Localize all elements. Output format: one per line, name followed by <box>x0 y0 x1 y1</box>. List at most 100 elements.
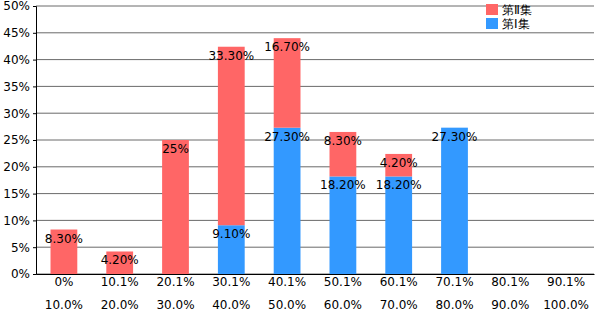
data-labels: 9.10%27.30%18.20%18.20%27.30%8.30%4.20%2… <box>45 40 478 267</box>
data-label: 18.20% <box>376 178 422 192</box>
grid-line <box>36 86 594 87</box>
x-tick-label-line: 10.0% <box>45 298 83 312</box>
data-label: 4.20% <box>380 156 418 170</box>
x-tick-label-line: 40.0% <box>212 298 250 312</box>
x-tick-label: 30.1% 40.0% <box>212 275 250 312</box>
y-axis: 0% 5% 10% 15% 20% 25% 30% 35% 40% 45% 50% <box>3 0 36 281</box>
y-tick-mark <box>33 274 36 275</box>
x-tick: 20.1% 30.0% <box>156 274 194 312</box>
grid-line <box>36 166 594 167</box>
bar <box>553 274 580 275</box>
y-tick-mark <box>33 220 36 221</box>
x-tick-label-line: 70.1% <box>435 275 473 289</box>
legend-item: 第Ⅱ集 <box>486 3 532 17</box>
x-tick: 80.1%90.0% <box>491 274 529 312</box>
data-label: 33.30% <box>208 49 254 63</box>
y-tick-mark <box>33 60 36 61</box>
x-tick-label-line: 20.0% <box>101 298 139 312</box>
y-tick-label: 25% <box>3 133 30 147</box>
y-tick: 30% <box>3 107 36 121</box>
x-tick-label-line: 20.1% <box>156 275 194 289</box>
y-tick: 10% <box>3 214 36 228</box>
x-tick-label: 20.1% 30.0% <box>156 275 194 312</box>
y-tick-label: 45% <box>3 26 30 40</box>
x-tick-label: 90.1% 100.0% <box>543 275 589 312</box>
grid-line <box>36 193 594 194</box>
y-tick: 35% <box>3 80 36 94</box>
y-tick-mark <box>33 247 36 248</box>
legend-item: 第Ⅰ集 <box>486 17 530 31</box>
y-tick: 5% <box>11 241 36 255</box>
x-tick: 30.1% 40.0% <box>212 274 250 312</box>
bar <box>162 140 189 274</box>
y-tick-label: 40% <box>3 53 30 67</box>
legend-label: 第Ⅰ集 <box>502 17 530 31</box>
y-tick-label: 5% <box>11 241 30 255</box>
x-tick: 40.1%50.0% <box>268 274 306 312</box>
y-tick-label: 0% <box>11 267 30 281</box>
x-tick-label: 80.1%90.0% <box>491 275 529 312</box>
y-tick-label: 35% <box>3 80 30 94</box>
x-tick-label: 0% 10.0% <box>45 275 83 312</box>
x-tick-label-line: 70.0% <box>380 298 418 312</box>
y-tick-label: 30% <box>3 107 30 121</box>
y-tick-mark <box>33 86 36 87</box>
y-axis-line <box>33 7 37 275</box>
x-tick-label: 60.1% 70.0% <box>380 275 418 312</box>
x-tick-label-line: 50.1% <box>324 275 362 289</box>
y-tick: 25% <box>3 133 36 147</box>
y-tick: 50% <box>3 0 36 13</box>
y-tick-mark <box>33 167 36 168</box>
data-label: 9.10% <box>212 227 250 241</box>
x-tick-label: 70.1% 80.0% <box>435 275 473 312</box>
legend-swatch <box>486 4 498 15</box>
data-label: 25% <box>162 142 189 156</box>
x-tick-label-line: 30.0% <box>156 298 194 312</box>
bars <box>51 38 468 274</box>
x-tick-label-line: 80.1% <box>491 275 529 289</box>
y-tick: 15% <box>3 187 36 201</box>
x-tick-label-line: 10.1% <box>101 275 139 289</box>
bar <box>497 274 524 275</box>
x-tick-label: 10.1% 20.0% <box>101 275 139 312</box>
x-tick: 70.1% 80.0% <box>435 274 473 312</box>
y-tick-mark <box>33 194 36 195</box>
x-tick-label: 40.1%50.0% <box>268 275 306 312</box>
chart: 0% 5% 10% 15% 20% 25% 30% 35% 40% 45% 50% 0% 10.0% 10… <box>0 0 598 316</box>
x-tick: 50.1%60.0% <box>324 274 362 312</box>
data-label: 8.30% <box>45 232 83 246</box>
y-tick-mark <box>33 113 36 114</box>
grid-line <box>36 140 594 141</box>
x-tick-label-line: 60.1% <box>380 275 418 289</box>
data-label: 18.20% <box>320 178 366 192</box>
x-tick: 60.1% 70.0% <box>380 274 418 312</box>
x-tick-label-line: 80.0% <box>435 298 473 312</box>
x-tick-label-line: 30.1% <box>212 275 250 289</box>
y-tick-label: 15% <box>3 187 30 201</box>
y-tick-mark <box>33 140 36 141</box>
x-tick-label-line: 0% <box>54 275 73 289</box>
y-tick-mark <box>33 6 36 7</box>
x-tick-label-line: 90.1% <box>547 275 585 289</box>
x-tick-label-line: 100.0% <box>543 298 589 312</box>
data-label: 8.30% <box>324 134 362 148</box>
data-label: 27.30% <box>432 130 478 144</box>
grid <box>36 6 594 274</box>
x-tick: 10.1% 20.0% <box>101 274 139 312</box>
x-tick-label-line: 40.1% <box>268 275 306 289</box>
y-tick: 0% <box>11 267 36 281</box>
y-tick-label: 20% <box>3 160 30 174</box>
y-tick-label: 50% <box>3 0 30 13</box>
grid-line <box>36 247 594 248</box>
x-tick: 90.1% 100.0% <box>543 274 589 312</box>
y-tick-mark <box>33 33 36 34</box>
bar <box>441 128 468 274</box>
y-tick: 40% <box>3 53 36 67</box>
data-label: 16.70% <box>264 40 310 54</box>
bar <box>497 274 524 275</box>
plot: 0% 5% 10% 15% 20% 25% 30% 35% 40% 45% 50% 0% 10.0% 10… <box>3 0 594 312</box>
legend-label: 第Ⅱ集 <box>502 3 532 17</box>
grid-line <box>36 59 594 60</box>
legend-swatch <box>486 18 498 29</box>
bar <box>218 47 245 225</box>
